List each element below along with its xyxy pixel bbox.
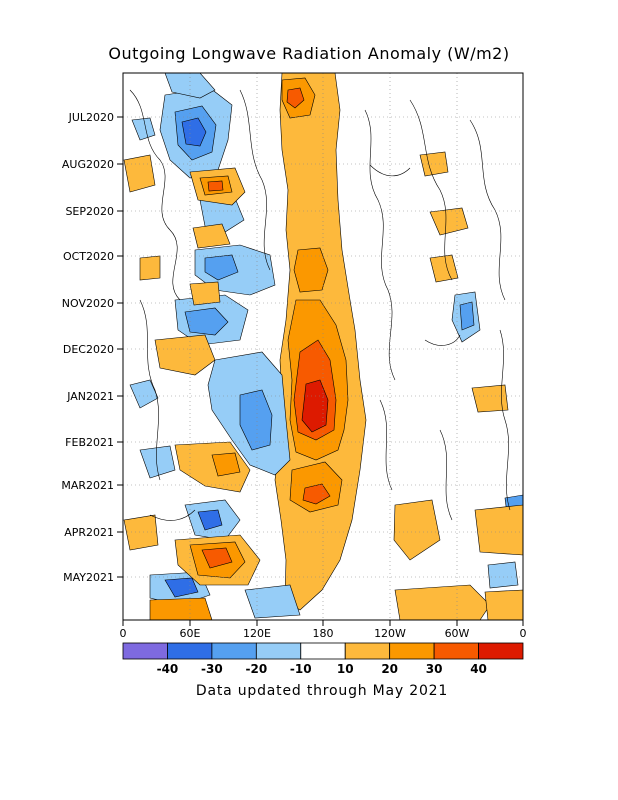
colorbar: -40 -30 -20 -10 10 20 30 40 [122,642,524,676]
blue-oct-mid [204,254,239,281]
blue-nov-mid [184,307,229,336]
grid-lines [123,73,523,620]
orange-feb-core [211,452,241,477]
y-tick-label-mar2021: MAR2021 [61,479,114,492]
orange-dec-west [154,334,216,376]
y-tick-label-apr2021: APR2021 [64,526,114,539]
data-updated-note: Data updated through May 2021 [195,683,449,699]
colorbar-label: 40 [470,662,487,676]
orange-east-may [394,584,491,620]
orange-east-may-right [484,589,523,620]
x-tick-label-0-end: 0 [520,627,527,640]
x-tick-label-180: 180 [313,627,334,640]
colorbar-label: 10 [337,662,354,676]
chart-title: Outgoing Longwave Radiation Anomaly (W/m… [108,44,510,63]
x-tick-label-120e: 120E [243,627,271,640]
y-axis: JUL2020 AUG2020 SEP2020 OCT2020 NOV2020 … [61,111,123,584]
colorbar-label: -40 [157,662,179,676]
maritime-blue-mid [239,389,273,451]
orange-apr-left [123,514,159,551]
colorbar-swatch [211,642,257,660]
colorbar-swatch [389,642,435,660]
colorbar-swatch [344,642,391,660]
y-tick-label-dec2020: DEC2020 [63,343,114,356]
colorbar-swatch [433,642,479,660]
orange-oct-west [139,255,161,281]
blue-apr-mid [197,509,223,531]
colorbar-label: -10 [290,662,312,676]
orange-east-mar [393,499,441,561]
colorbar-label: -30 [201,662,223,676]
blue-feb-west [139,445,176,479]
orange-bottom-left [149,597,213,620]
dateline-top-red [286,87,305,109]
y-tick-label-sep2020: SEP2020 [65,205,114,218]
y-tick-label-jul2020: JUL2020 [68,111,114,124]
zero-contours [129,89,511,521]
colorbar-label: 30 [426,662,443,676]
anomaly-field [123,73,523,620]
dateline-mid-orange [293,247,329,293]
colorbar-swatch [478,642,524,660]
colorbar-swatch [122,642,168,660]
blue-may-east [244,584,301,619]
x-tick-label-60e: 60E [180,627,201,640]
y-tick-label-nov2020: NOV2020 [62,297,114,310]
orange-sep-left [192,223,231,249]
orange-nov [189,281,221,306]
y-tick-label-oct2020: OCT2020 [63,250,114,263]
colorbar-swatch [255,642,302,660]
orange-aug-peak [207,180,224,192]
blue-may-core [164,577,199,598]
y-tick-label-aug2020: AUG2020 [62,158,114,171]
x-tick-label-60w: 60W [445,627,470,640]
blue-jan-west [129,379,159,409]
y-tick-label-jan2021: JAN2021 [66,390,114,403]
orange-east-sep [429,207,469,236]
orange-may-peak [201,547,233,569]
y-tick-label-feb2021: FEB2021 [65,436,114,449]
x-axis: 0 60E 120E 180 120W 60W 0 [120,620,527,640]
x-tick-label-120w: 120W [374,627,406,640]
orange-east-jan [471,384,509,413]
colorbar-label: 20 [381,662,398,676]
orange-east-aug [419,151,449,177]
y-tick-label-may2021: MAY2021 [63,571,114,584]
orange-east-apr [474,504,523,556]
x-tick-label-0: 0 [120,627,127,640]
colorbar-swatch [167,642,213,660]
dateline-red-peak [301,379,329,433]
blue-may-east-pacific [487,561,519,589]
indian-ocean-blue-jul-core [181,117,207,147]
blue-east-pacific-nov-core [459,301,475,331]
colorbar-swatch [300,642,346,660]
blue-patch-a [131,117,156,141]
colorbar-label: -20 [245,662,267,676]
